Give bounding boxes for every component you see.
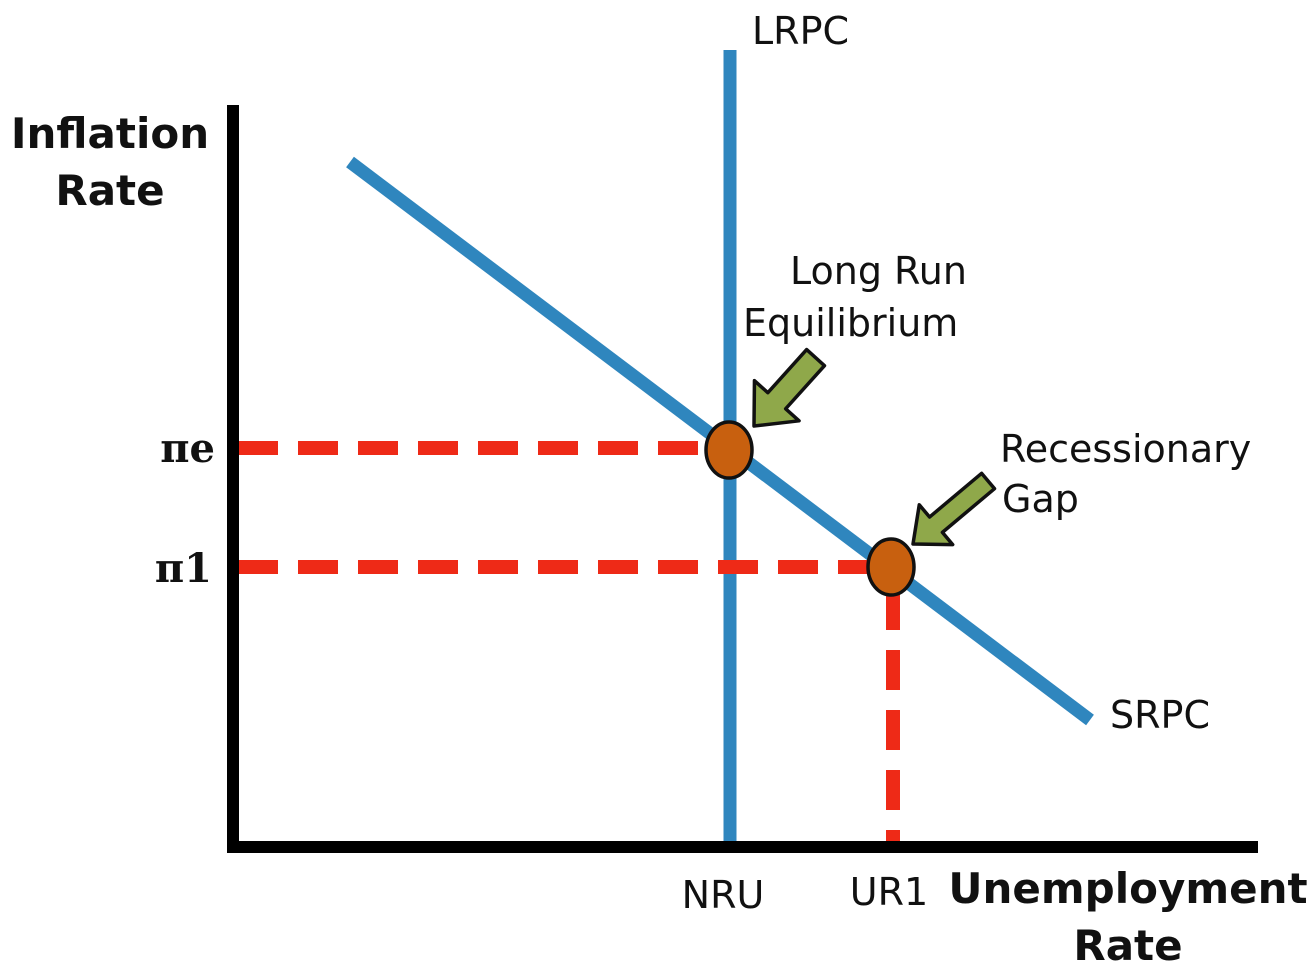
y-axis-title-line-1: Inflation xyxy=(11,109,209,158)
ur1-label: UR1 xyxy=(850,870,928,914)
equilibrium-annotation-line-2: Equilibrium xyxy=(743,301,958,345)
x-axis-title-line-2: Rate xyxy=(1073,921,1182,970)
equilibrium-annotation-line-1: Long Run xyxy=(790,249,967,293)
pi-e-label: πe xyxy=(160,425,215,472)
y-axis-title-line-2: Rate xyxy=(55,166,164,215)
gap-arrow-icon xyxy=(911,471,997,547)
nru-label: NRU xyxy=(682,873,765,917)
long-run-equilibrium-point xyxy=(704,420,754,480)
lrpc-label: LRPC xyxy=(752,9,849,53)
pi-1-label: π1 xyxy=(155,545,212,592)
x-axis-title-line-1: Unemployment xyxy=(948,864,1307,913)
gap-annotation-line-2: Gap xyxy=(1002,477,1079,521)
gap-annotation-line-1: Recessionary xyxy=(1000,427,1251,471)
recessionary-gap-point xyxy=(866,537,916,597)
equilibrium-arrow-icon xyxy=(752,347,827,428)
srpc-label: SRPC xyxy=(1110,693,1210,737)
